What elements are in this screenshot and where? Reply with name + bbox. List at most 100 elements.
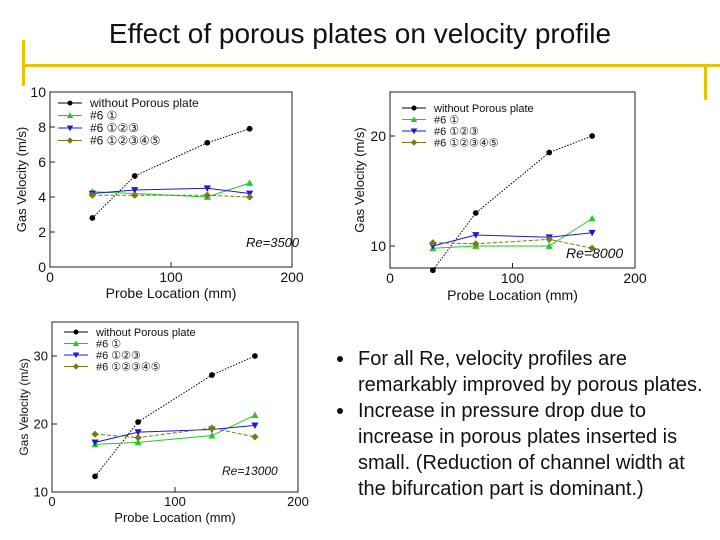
series-1: #6 ① bbox=[64, 338, 259, 448]
y-tick-label: 30 bbox=[34, 349, 48, 364]
data-point bbox=[91, 439, 99, 446]
y-tick-label: 10 bbox=[370, 238, 386, 254]
x-tick-label: 0 bbox=[46, 269, 54, 285]
series-line bbox=[94, 424, 255, 443]
data-point bbox=[472, 232, 480, 239]
bullet-item: For all Re, velocity profiles are remark… bbox=[336, 346, 706, 398]
x-tick-label: 100 bbox=[501, 270, 525, 286]
data-point bbox=[588, 244, 596, 252]
data-point bbox=[89, 215, 96, 221]
data-point bbox=[209, 372, 215, 378]
y-tick-label: 0 bbox=[38, 259, 46, 275]
data-point bbox=[429, 267, 436, 274]
data-point bbox=[588, 214, 596, 222]
x-tick-label: 200 bbox=[280, 269, 304, 285]
series-line bbox=[432, 238, 593, 249]
reynolds-annotation: Re=3500 bbox=[246, 235, 300, 250]
series-line bbox=[95, 427, 256, 439]
data-point bbox=[545, 242, 553, 249]
x-tick-label: 100 bbox=[164, 494, 186, 509]
data-point bbox=[588, 229, 596, 237]
y-axis-label: Gas Velocity (m/s) bbox=[17, 358, 31, 455]
x-tick-label: 0 bbox=[48, 494, 55, 509]
data-point bbox=[429, 239, 437, 247]
legend-entry: #6 ①②③④⑤ bbox=[96, 361, 161, 373]
series-line bbox=[95, 414, 256, 445]
y-tick-label: 8 bbox=[38, 119, 46, 135]
legend-entry: #6 ① bbox=[96, 338, 121, 350]
series-line bbox=[92, 187, 250, 194]
data-point bbox=[131, 187, 139, 194]
y-tick-label: 20 bbox=[370, 128, 386, 144]
series-line bbox=[92, 194, 250, 198]
data-point bbox=[134, 429, 142, 436]
data-point bbox=[204, 139, 211, 146]
accent-rule-top bbox=[22, 64, 720, 67]
accent-rule-right bbox=[704, 64, 707, 100]
data-point bbox=[131, 173, 138, 179]
y-axis-label: Gas Velocity (m/s) bbox=[14, 127, 29, 232]
data-point bbox=[66, 112, 74, 119]
legend-entry: #6 ① bbox=[90, 109, 117, 123]
x-axis-label: Probe Location (mm) bbox=[114, 510, 235, 525]
series-2: #6 ①②③ bbox=[64, 350, 259, 446]
data-point bbox=[203, 185, 211, 192]
legend-entry: #6 ①②③ bbox=[434, 126, 479, 138]
data-point bbox=[67, 100, 73, 106]
data-point bbox=[131, 191, 139, 199]
data-point bbox=[92, 473, 98, 480]
accent-rule-left bbox=[22, 40, 25, 86]
data-point bbox=[251, 433, 259, 441]
legend-entry: without Porous plate bbox=[433, 103, 534, 115]
legend-entry: #6 ①②③ bbox=[90, 121, 139, 135]
slide-title: Effect of porous plates on velocity prof… bbox=[108, 18, 612, 49]
data-point bbox=[72, 352, 80, 359]
data-point bbox=[589, 133, 596, 139]
y-axis-label: Gas Velocity (m/s) bbox=[352, 127, 367, 232]
x-tick-label: 100 bbox=[159, 269, 183, 285]
series-line bbox=[91, 128, 250, 219]
reynolds-annotation: Re=13000 bbox=[222, 464, 278, 478]
y-tick-label: 10 bbox=[34, 485, 48, 500]
data-point bbox=[472, 240, 480, 248]
data-point bbox=[72, 340, 80, 347]
data-point bbox=[134, 434, 142, 442]
data-point bbox=[208, 431, 216, 439]
data-point bbox=[545, 235, 553, 243]
series-3: #6 ①②③④⑤ bbox=[402, 137, 596, 252]
data-point bbox=[135, 419, 141, 425]
x-tick-label: 200 bbox=[623, 270, 647, 286]
data-point bbox=[410, 116, 418, 123]
series-3: #6 ①②③④⑤ bbox=[64, 361, 259, 442]
data-point bbox=[246, 125, 253, 132]
y-tick-label: 2 bbox=[38, 224, 46, 240]
data-point bbox=[134, 438, 142, 446]
plot-area: 10 20 30 0 100 200 Probe Location (mm) Gas Velo… bbox=[17, 321, 309, 525]
data-point bbox=[410, 128, 418, 135]
data-point bbox=[246, 193, 254, 201]
reynolds-annotation: Re=8000 bbox=[566, 245, 623, 261]
legend-entry: #6 ①②③④⑤ bbox=[90, 134, 160, 148]
series-line bbox=[94, 355, 256, 477]
series-0: without Porous plate bbox=[64, 327, 258, 480]
data-point bbox=[246, 179, 254, 186]
data-point bbox=[251, 411, 259, 419]
data-point bbox=[252, 353, 258, 359]
series-0: without Porous plate bbox=[402, 103, 596, 274]
x-axis-label: Probe Location (mm) bbox=[447, 287, 578, 303]
series-line bbox=[432, 218, 593, 249]
data-point bbox=[88, 191, 96, 199]
data-point bbox=[429, 243, 437, 250]
x-tick-label: 200 bbox=[287, 494, 309, 509]
data-point bbox=[546, 149, 553, 156]
data-point bbox=[472, 210, 479, 216]
data-point bbox=[251, 422, 259, 429]
series-line bbox=[432, 135, 593, 271]
series-2: #6 ①②③ bbox=[402, 126, 596, 250]
x-axis-label: Probe Location (mm) bbox=[106, 285, 237, 301]
y-tick-label: 20 bbox=[34, 417, 48, 432]
